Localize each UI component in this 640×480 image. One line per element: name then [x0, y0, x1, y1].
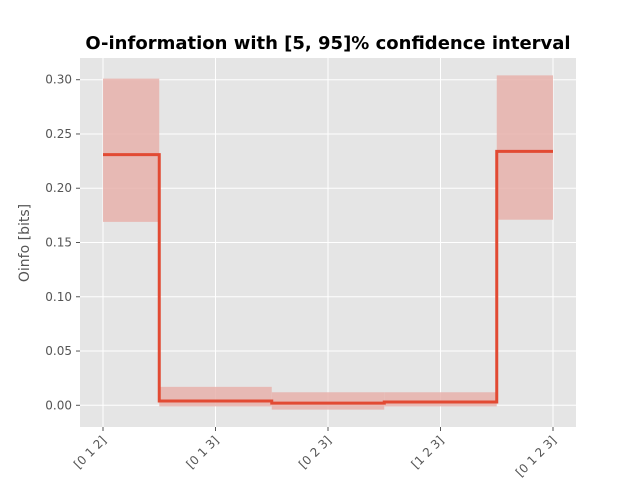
series-line-group [103, 149, 553, 405]
x-tick-label-2: [0 2 3] [296, 433, 334, 471]
y-tick-label-2: 0.10 [45, 290, 72, 304]
y-tick-label-6: 0.30 [45, 73, 72, 87]
confidence-band-1 [159, 386, 272, 407]
y-tick-label-0: 0.00 [45, 398, 72, 412]
x-tick-label-0: [0 1 2] [71, 433, 109, 471]
y-axis-label: Oinfo [bits] [17, 204, 33, 282]
series-line [103, 149, 553, 405]
y-tick-label-1: 0.05 [45, 344, 72, 358]
confidence-band-4 [496, 75, 553, 220]
chart-title: O-information with [5, 95]% confidence i… [85, 33, 570, 54]
confidence-band-0 [103, 78, 160, 222]
confidence-band-2 [271, 392, 385, 410]
y-tick-label-3: 0.15 [45, 236, 72, 250]
x-tick-label-3: [1 2 3] [409, 433, 447, 471]
confidence-band-3 [384, 392, 497, 407]
x-tick-label-4: [0 1 2 3] [513, 433, 559, 479]
y-tick-label-5: 0.25 [45, 127, 72, 141]
x-tick-label-1: [0 1 3] [184, 433, 222, 471]
y-tick-label-4: 0.20 [45, 181, 72, 195]
x-axis-ticks: [0 1 2] [0 1 3] [0 2 3] [1 2 3] [0 1 2 3] [71, 427, 559, 479]
y-axis-ticks: 0.00 0.05 0.10 0.15 0.20 0.25 0.30 [45, 73, 80, 412]
